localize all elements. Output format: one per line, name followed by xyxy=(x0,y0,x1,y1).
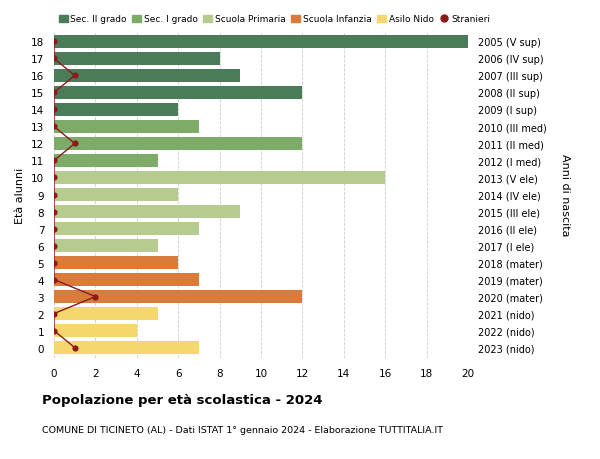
Bar xyxy=(54,53,220,66)
Bar xyxy=(54,341,199,354)
Point xyxy=(49,259,59,267)
Bar xyxy=(54,257,178,269)
Point xyxy=(49,106,59,114)
Bar xyxy=(54,223,199,235)
Point xyxy=(49,310,59,318)
Bar xyxy=(54,274,199,286)
Bar xyxy=(54,189,178,202)
Bar xyxy=(54,172,385,185)
Point xyxy=(49,39,59,46)
Bar xyxy=(54,138,302,151)
Point xyxy=(91,293,100,301)
Point xyxy=(49,208,59,216)
Point xyxy=(49,123,59,131)
Point xyxy=(49,56,59,63)
Bar xyxy=(54,308,157,320)
Y-axis label: Anni di nascita: Anni di nascita xyxy=(560,154,571,236)
Point xyxy=(49,174,59,182)
Bar xyxy=(54,121,199,134)
Bar xyxy=(54,206,240,218)
Point xyxy=(70,140,79,148)
Bar xyxy=(54,36,468,49)
Point xyxy=(49,242,59,250)
Bar xyxy=(54,325,137,337)
Bar xyxy=(54,70,240,83)
Point xyxy=(49,90,59,97)
Bar xyxy=(54,291,302,303)
Point xyxy=(70,73,79,80)
Point xyxy=(49,191,59,199)
Point xyxy=(70,344,79,352)
Bar xyxy=(54,240,157,252)
Point xyxy=(49,327,59,335)
Point xyxy=(49,225,59,233)
Legend: Sec. II grado, Sec. I grado, Scuola Primaria, Scuola Infanzia, Asilo Nido, Stran: Sec. II grado, Sec. I grado, Scuola Prim… xyxy=(59,16,490,24)
Text: COMUNE DI TICINETO (AL) - Dati ISTAT 1° gennaio 2024 - Elaborazione TUTTITALIA.I: COMUNE DI TICINETO (AL) - Dati ISTAT 1° … xyxy=(42,425,443,434)
Y-axis label: Età alunni: Età alunni xyxy=(16,167,25,223)
Bar xyxy=(54,155,157,168)
Point xyxy=(49,276,59,284)
Bar xyxy=(54,104,178,117)
Text: Popolazione per età scolastica - 2024: Popolazione per età scolastica - 2024 xyxy=(42,393,323,406)
Bar xyxy=(54,87,302,100)
Point xyxy=(49,157,59,165)
